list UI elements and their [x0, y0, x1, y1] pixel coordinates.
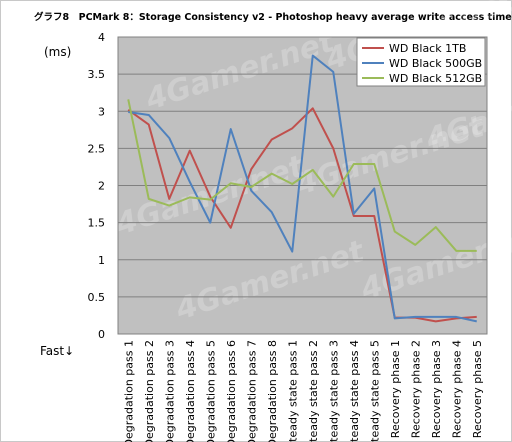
- x-axis-ticks: Degradation pass 1 Degradation pass 2 Degr…: [122, 340, 484, 442]
- x-tick-label: Steady state pass 4: [348, 340, 361, 442]
- x-tick-label: Degradation pass 2: [143, 340, 156, 442]
- y-tick-label: 3: [98, 105, 105, 118]
- x-axis-label: Fast↓: [40, 344, 74, 358]
- x-tick-label: Degradation pass 7: [245, 340, 258, 442]
- y-axis-ticks: 0 0.5 1 1.5 2 2.5 3 3.5 4: [88, 31, 106, 341]
- x-tick-label: Recovery phase 3: [430, 340, 443, 438]
- x-tick-label: Degradation pass 4: [184, 340, 197, 442]
- x-tick-label: Degradation pass 8: [266, 340, 279, 442]
- x-tick-label: Recovery phase 4: [450, 340, 463, 438]
- legend-label: WD Black 1TB: [389, 42, 466, 55]
- legend-label: WD Black 512GB: [389, 72, 482, 85]
- x-tick-label: Steady state pass 3: [327, 340, 340, 442]
- y-tick-label: 0: [98, 328, 105, 341]
- x-tick-label: Steady state pass 1: [286, 340, 299, 442]
- series-line: [128, 54, 477, 323]
- series-lines: [127, 54, 477, 323]
- y-tick-label: 4: [98, 31, 105, 44]
- y-axis-label: (ms): [44, 45, 71, 59]
- y-tick-label: 3.5: [88, 68, 106, 81]
- plot-border: [117, 36, 488, 335]
- y-tick-label: 2: [98, 180, 105, 193]
- y-tick-label: 2.5: [88, 142, 106, 155]
- y-tick-label: 0.5: [88, 291, 106, 304]
- y-tick-label: 1.5: [88, 217, 106, 230]
- x-tick-label: Recovery phase 2: [409, 340, 422, 438]
- legend-label: WD Black 500GB: [389, 57, 482, 70]
- x-tick-label: Recovery phase 5: [471, 340, 484, 438]
- x-tick-label: Steady state pass 2: [307, 340, 320, 442]
- x-tick-label: Steady state pass 5: [368, 340, 381, 442]
- legend: WD Black 1TB WD Black 500GB WD Black 512GB: [356, 37, 486, 87]
- x-tick-label: Degradation pass 6: [225, 340, 238, 442]
- x-tick-label: Degradation pass 1: [122, 340, 135, 442]
- series-line: [127, 99, 477, 252]
- series-line: [127, 107, 477, 323]
- x-tick-label: Degradation pass 3: [163, 340, 176, 442]
- chart-title: グラフ8 PCMark 8：Storage Consistency v2 - P…: [34, 11, 512, 23]
- x-tick-label: Recovery phase 1: [389, 340, 402, 438]
- y-tick-label: 1: [98, 254, 105, 267]
- x-tick-label: Degradation pass 5: [204, 340, 217, 442]
